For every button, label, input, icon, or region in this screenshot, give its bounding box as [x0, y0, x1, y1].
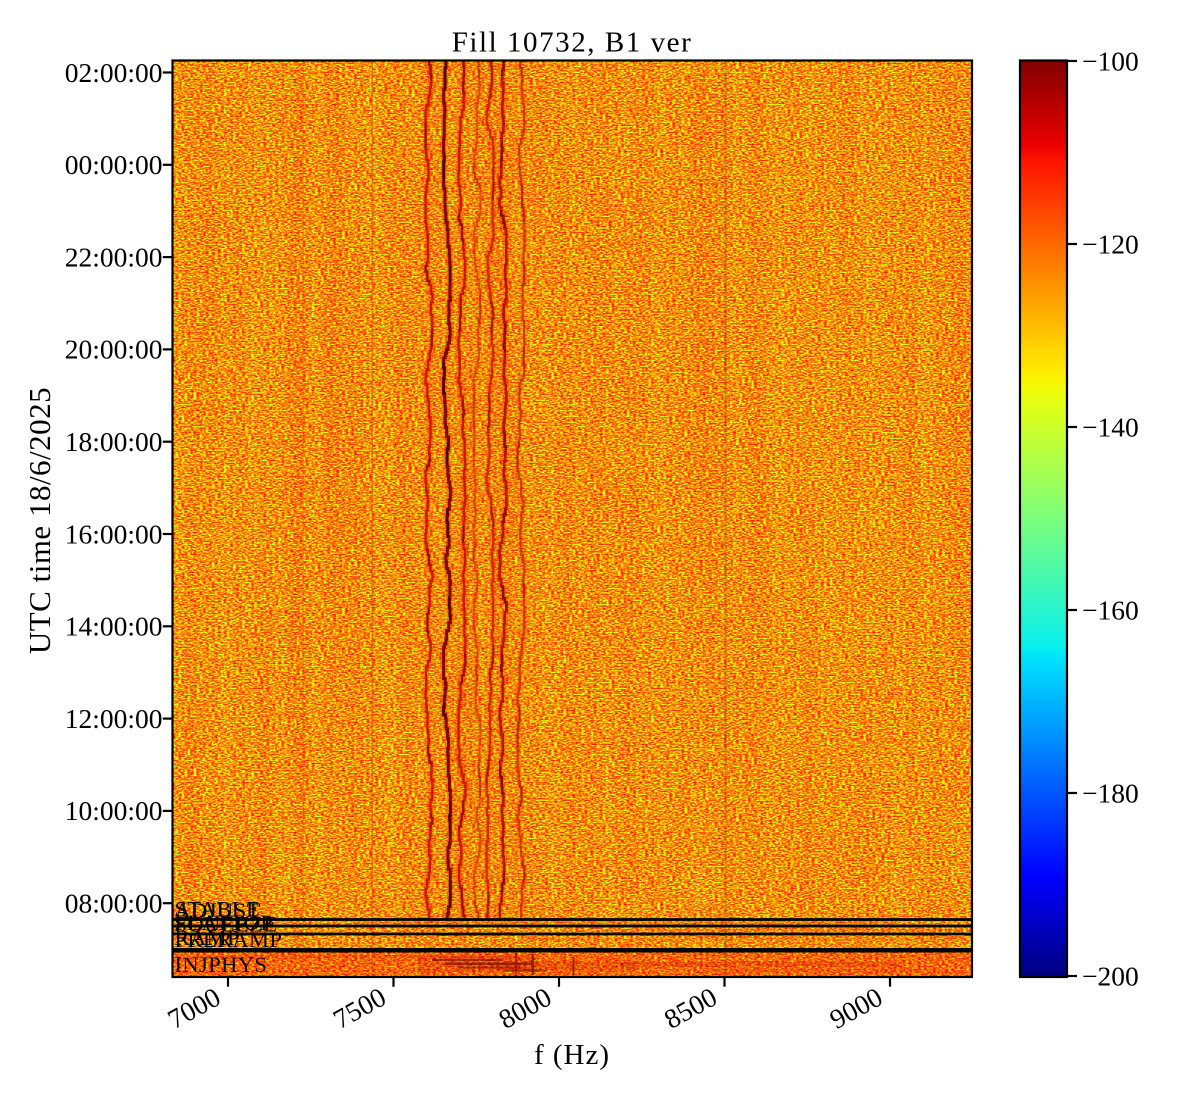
svg-text:9000: 9000 — [824, 981, 887, 1035]
svg-text:Fill 10732, B1 ver: Fill 10732, B1 ver — [452, 27, 693, 59]
svg-text:8000: 8000 — [493, 981, 556, 1035]
svg-text:7000: 7000 — [162, 981, 225, 1035]
svg-text:STABLE: STABLE — [175, 896, 261, 921]
svg-text:20:00:00: 20:00:00 — [65, 334, 163, 365]
svg-text:INJPHYS: INJPHYS — [175, 952, 268, 977]
svg-text:−120: −120 — [1082, 228, 1139, 259]
svg-text:ADJUST: ADJUST — [175, 898, 261, 923]
svg-text:−180: −180 — [1082, 777, 1139, 808]
svg-text:PRERAMP: PRERAMP — [175, 927, 283, 952]
svg-text:FLATTOP: FLATTOP — [175, 910, 274, 935]
svg-text:08:00:00: 08:00:00 — [65, 888, 163, 919]
svg-text:10:00:00: 10:00:00 — [65, 795, 163, 826]
svg-text:UTC time 18/6/2025: UTC time 18/6/2025 — [22, 387, 57, 654]
svg-text:18:00:00: 18:00:00 — [65, 426, 163, 457]
svg-text:8500: 8500 — [659, 981, 722, 1035]
svg-text:−140: −140 — [1082, 411, 1139, 442]
svg-text:SQUEEZE: SQUEEZE — [175, 912, 278, 937]
svg-text:02:00:00: 02:00:00 — [65, 57, 163, 88]
svg-text:−200: −200 — [1082, 960, 1139, 991]
svg-text:14:00:00: 14:00:00 — [65, 611, 163, 642]
svg-text:00:00:00: 00:00:00 — [65, 149, 163, 180]
svg-text:RAMP: RAMP — [175, 925, 240, 950]
svg-text:16:00:00: 16:00:00 — [65, 518, 163, 549]
svg-text:7500: 7500 — [328, 981, 391, 1035]
svg-text:12:00:00: 12:00:00 — [65, 703, 163, 734]
svg-text:−160: −160 — [1082, 594, 1139, 625]
svg-text:−100: −100 — [1082, 45, 1139, 76]
svg-text:f (Hz): f (Hz) — [534, 1039, 610, 1071]
svg-text:22:00:00: 22:00:00 — [65, 241, 163, 272]
